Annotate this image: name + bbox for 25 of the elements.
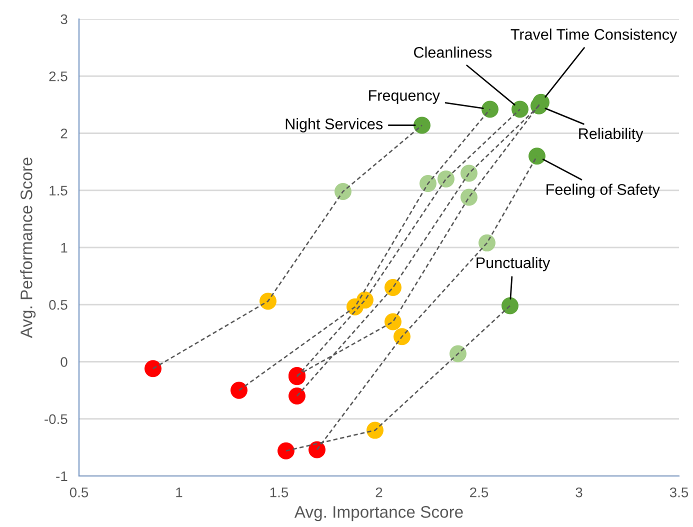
text: Frequency — [369, 90, 440, 104]
x-axis-title: Avg. Importance Score — [294, 506, 463, 522]
y-tick-label: 2.5 — [49, 71, 68, 82]
x-tick-label: 2 — [376, 487, 382, 498]
series-label: Feeling of Safety — [546, 184, 660, 198]
y-tick-label: 0 — [60, 357, 68, 367]
y-tick-label: -1 — [56, 471, 68, 482]
text: Cleanliness — [414, 46, 492, 58]
y-tick-label: 1 — [61, 242, 68, 253]
x-tick-label: 0.5 — [70, 487, 88, 498]
y-axis-title: Avg. Performance Score — [20, 158, 36, 338]
x-tick-label: 1.5 — [270, 488, 288, 498]
series-label: Night Services — [286, 118, 383, 132]
y-tick-label: 0.5 — [49, 300, 68, 310]
x-tick-label: 1 — [176, 488, 182, 498]
x-tick-label: 3.5 — [670, 487, 688, 498]
y-tick-label: 3 — [60, 14, 68, 24]
text: Punctuality — [476, 256, 550, 272]
y-tick-label: 2 — [60, 128, 68, 138]
text: Travel Time Consistency — [510, 28, 678, 43]
text: Reliability — [579, 128, 644, 142]
y-tick-label: 1.5 — [50, 186, 68, 196]
x-tick-label: 3 — [576, 487, 582, 498]
x-tick-label: 2.5 — [470, 487, 488, 498]
y-tick-label: -0.5 — [44, 414, 68, 424]
